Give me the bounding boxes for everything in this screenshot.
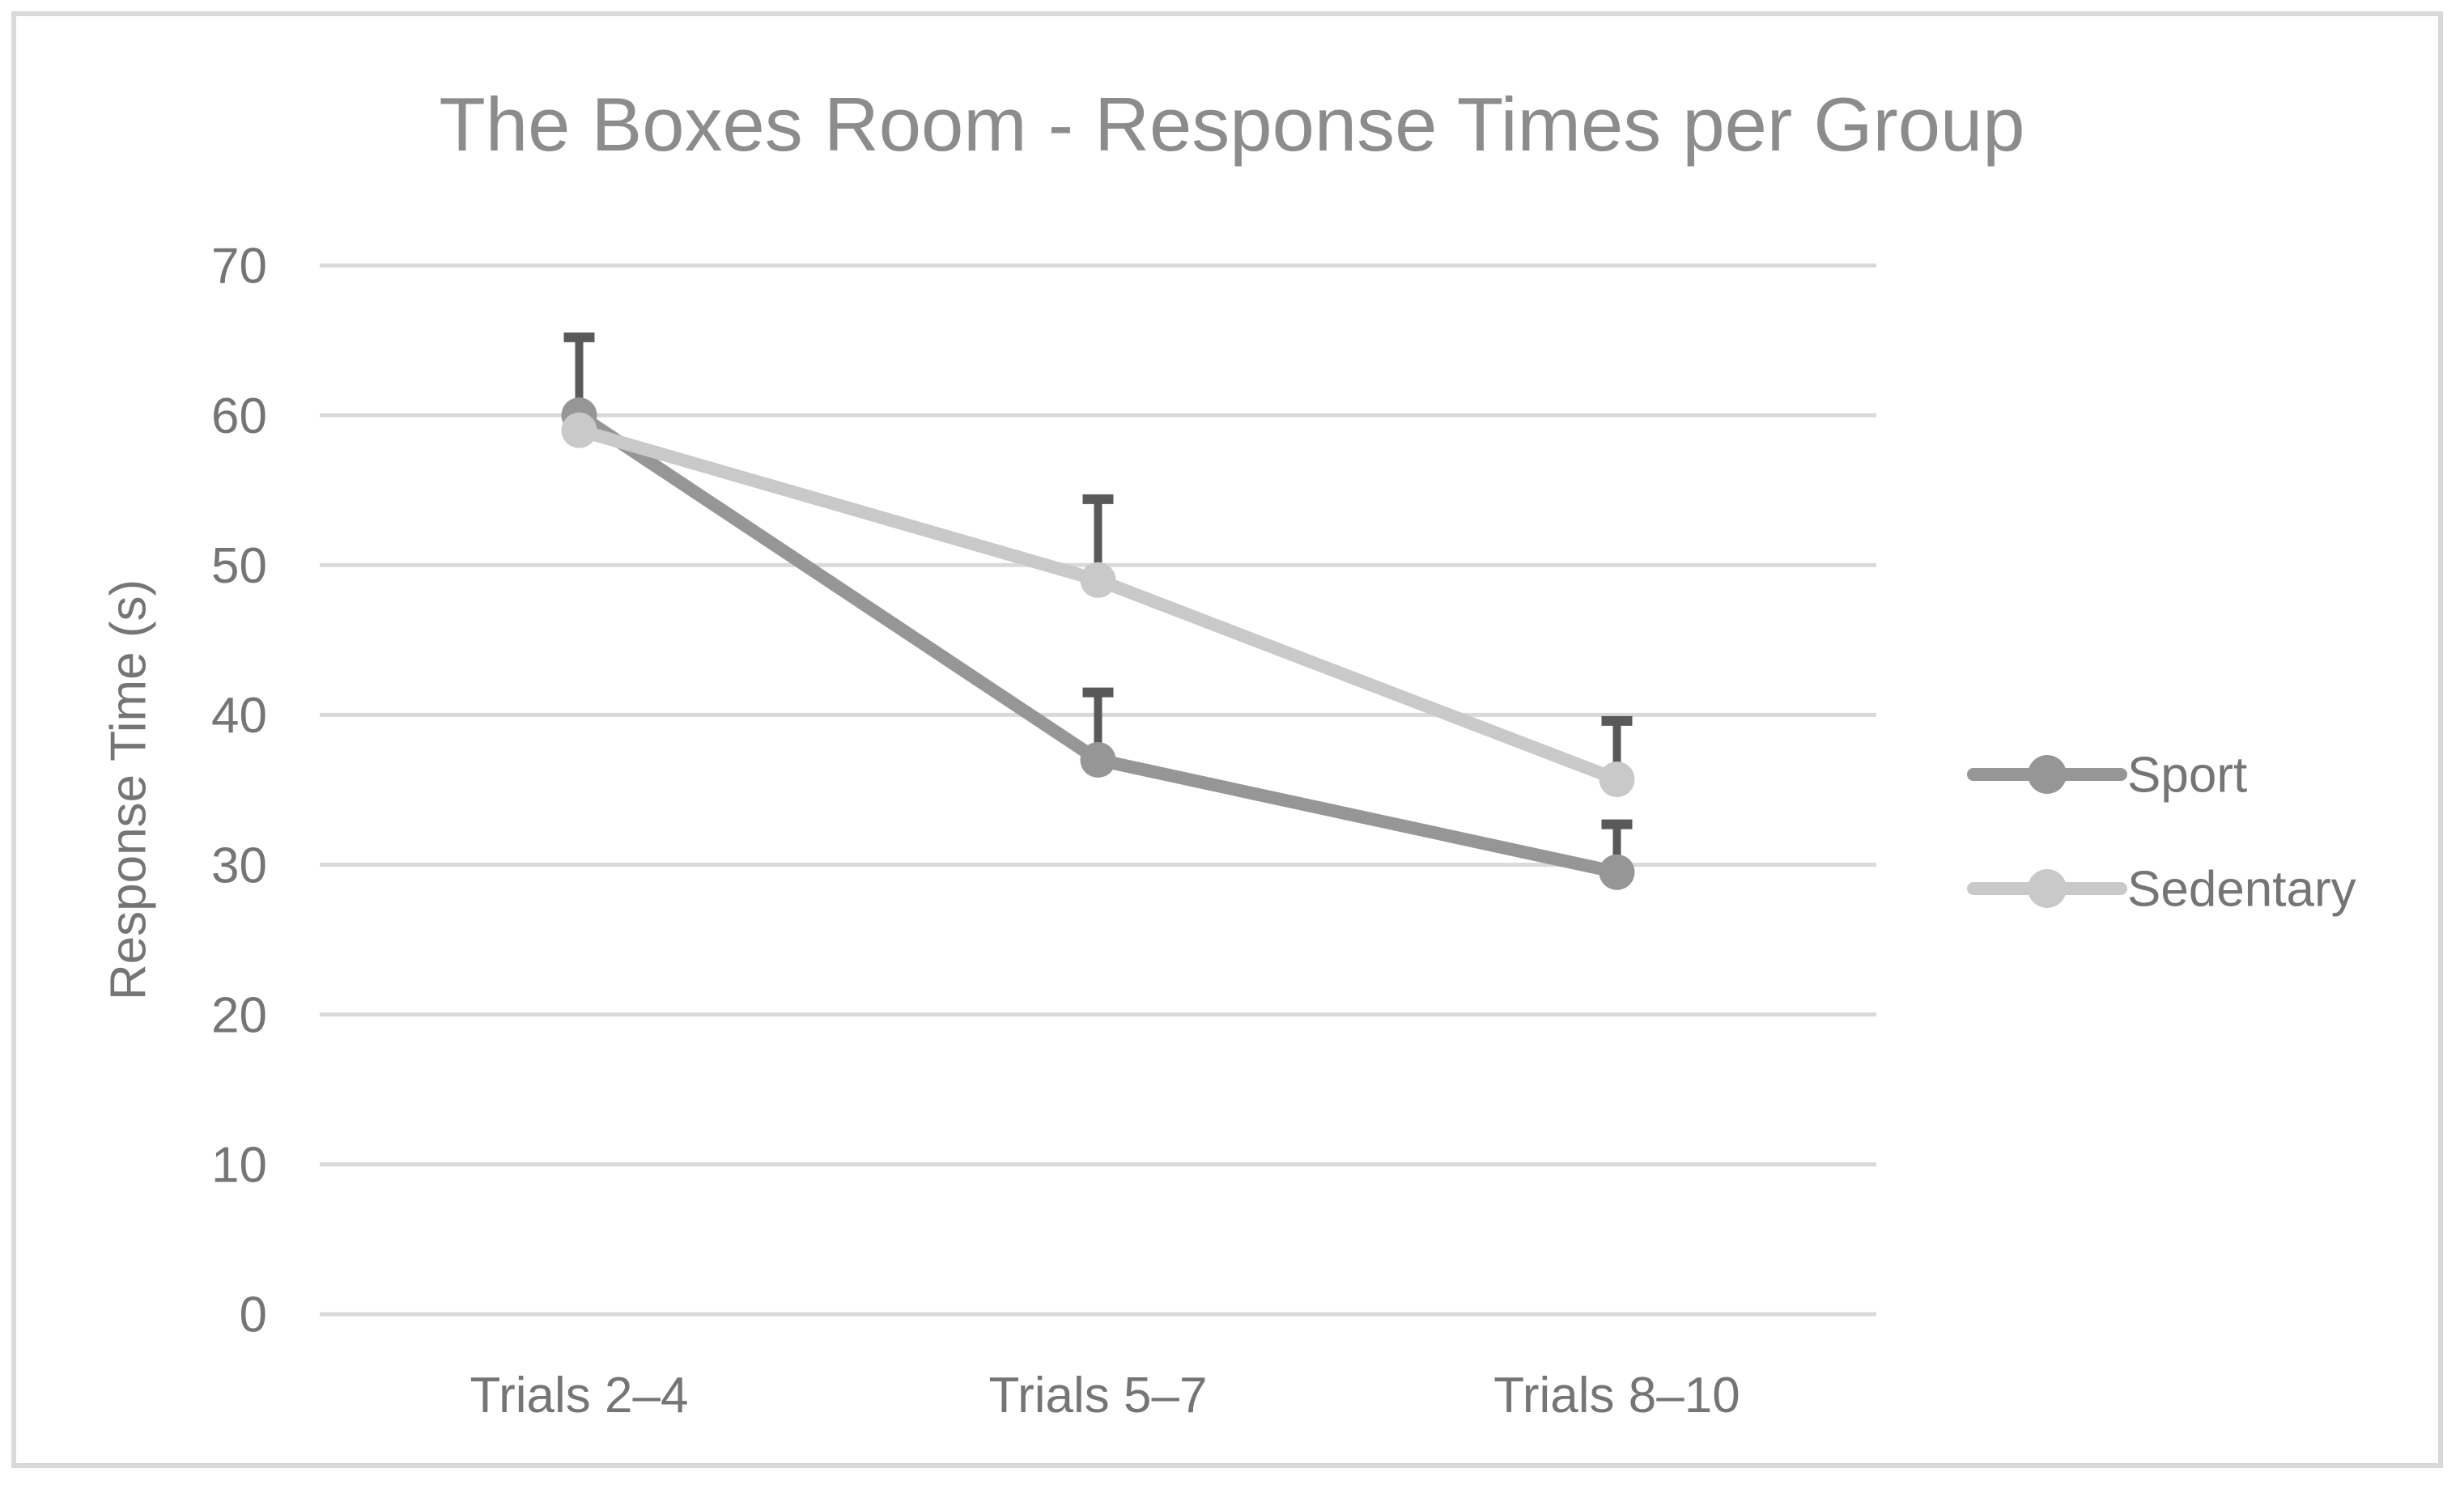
chart-frame [11,11,2443,1468]
legend: Sport Sedentary [1967,748,2356,918]
x-category-label: Trials 5–7 [989,1368,1208,1423]
legend-label-sport: Sport [2127,748,2247,804]
series-line [572,409,1624,879]
data-point-marker[interactable] [1080,562,1116,598]
legend-label-sedentary: Sedentary [2127,862,2356,918]
data-point-marker[interactable] [1599,761,1635,798]
x-category-label: Trials 8–10 [1493,1368,1740,1423]
gridlines [320,263,1876,1317]
legend-item-sport[interactable]: Sport [1967,748,2247,804]
chart-title: The Boxes Room - Response Times per Grou… [439,82,2024,167]
y-tick-label: 40 [211,688,267,744]
data-point-marker[interactable] [1599,854,1635,890]
plot-series [561,332,1635,890]
data-point-marker[interactable] [561,412,597,448]
y-tick-label: 20 [211,987,267,1043]
y-tick-label: 70 [211,239,267,295]
y-axis-title: Response Time (s) [101,579,157,1000]
y-tick-label: 10 [211,1138,267,1194]
x-category-label: Trials 2–4 [470,1368,689,1423]
y-tick-label: 50 [211,538,267,594]
legend-item-sedentary[interactable]: Sedentary [1967,862,2356,918]
legend-swatch-marker-sedentary [2028,869,2067,908]
y-tick-label: 0 [240,1287,267,1343]
data-point-marker[interactable] [1080,741,1116,778]
axis-labels: 0 10 20 30 40 50 60 70 Trials 2–4 Trials 5–7 Trial… [211,239,1740,1423]
series-sport [561,332,1635,890]
legend-swatch-marker-sport [2028,755,2067,794]
y-tick-label: 30 [211,838,267,893]
series-sedentary [561,412,1635,798]
y-tick-label: 60 [211,388,267,444]
